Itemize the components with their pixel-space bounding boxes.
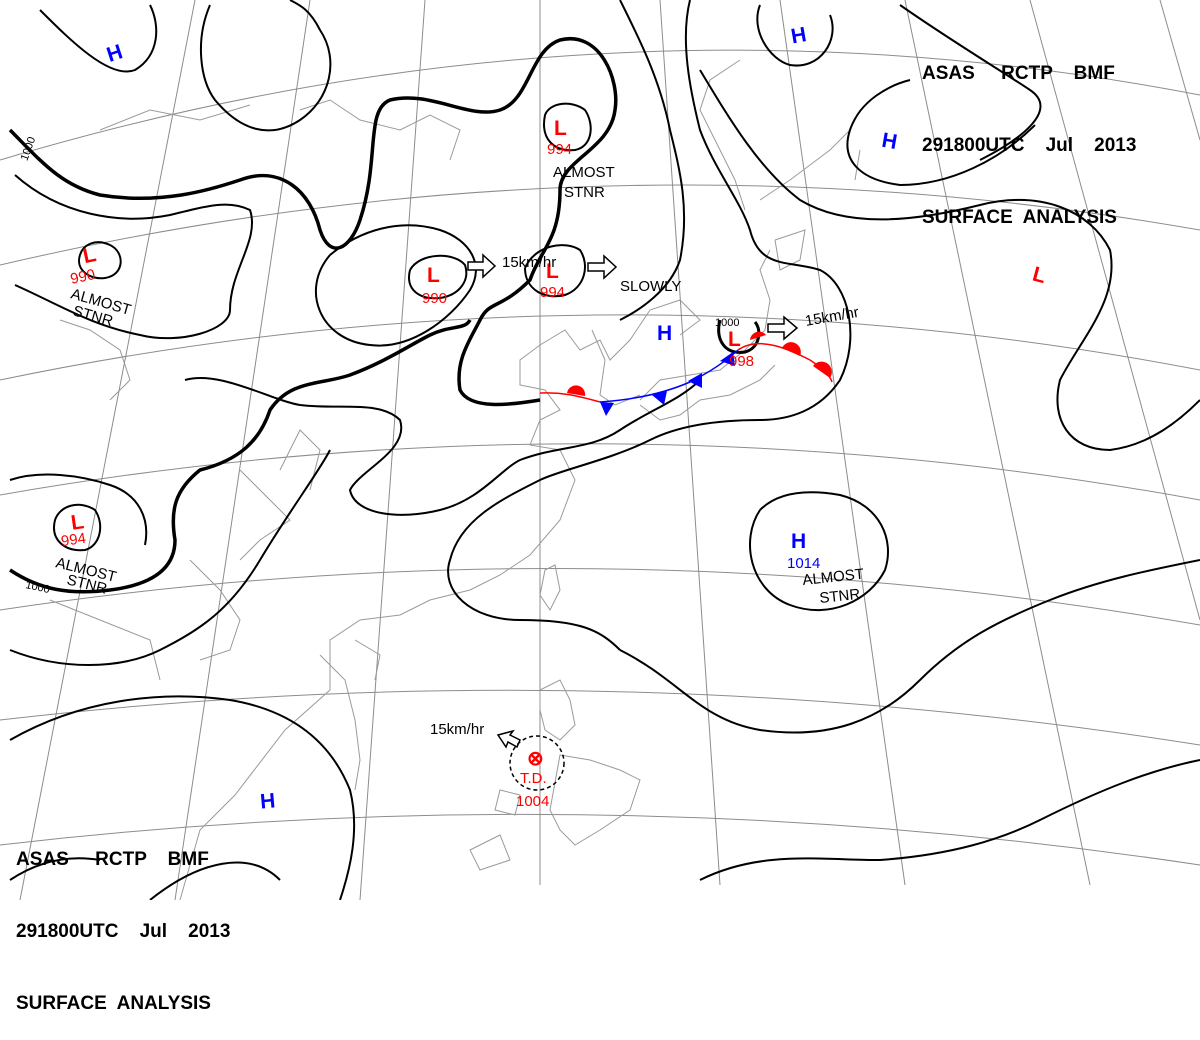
pressure-systems: L 990 L 990 L 994 L 994 L 994 L 998 L H … <box>60 23 1049 814</box>
high-symbol: H <box>880 129 899 154</box>
stnr-label: STNR <box>564 184 605 201</box>
arrow-east-icon <box>467 253 497 279</box>
td-symbol: ⊗ <box>527 748 544 770</box>
isobar-1000-japan <box>717 319 761 354</box>
header-line-2: 291800UTC Jul 2013 <box>16 921 231 942</box>
warm-front-semicircle <box>567 385 586 396</box>
speed-label: 15km/hr <box>430 721 484 738</box>
cold-front-triangle <box>652 391 667 405</box>
map-header-top-right: ASAS RCTP BMF 291800UTC Jul 2013 SURFACE… <box>922 14 1136 254</box>
isobar-1000-south <box>9 318 472 594</box>
weather-map: L 990 L 990 L 994 L 994 L 994 L 998 L H … <box>0 0 1200 900</box>
annotations: ALMOST STNR ALMOST STNR ALMOST STNR ALMO… <box>19 135 865 738</box>
warm-front-semicircle <box>782 342 801 356</box>
warm-front-west <box>539 392 601 403</box>
warm-front-semicircle <box>750 331 766 340</box>
map-header-bottom-left: ASAS RCTP BMF 291800UTC Jul 2013 SURFACE… <box>16 800 230 1040</box>
arrow-east-icon <box>767 315 799 341</box>
header-line-3: SURFACE ANALYSIS <box>922 207 1117 228</box>
arrow-northwest-icon <box>496 729 521 749</box>
cold-front-triangle <box>720 352 735 366</box>
low-symbol: L <box>554 117 567 140</box>
header-line-1: ASAS RCTP BMF <box>922 63 1115 84</box>
pressure-value: 1014 <box>787 555 820 572</box>
high-symbol: H <box>789 23 808 48</box>
isobar-label: 1000 <box>24 579 50 596</box>
low-symbol: L <box>1030 263 1049 289</box>
td-label: T.D. <box>520 770 547 787</box>
low-symbol: L <box>728 328 741 351</box>
low-symbol: L <box>70 510 86 535</box>
pressure-value: 998 <box>729 353 754 370</box>
pressure-value: 994 <box>547 141 572 158</box>
almost-label: ALMOST <box>553 164 615 181</box>
movement-arrows <box>467 253 799 749</box>
high-symbol: H <box>791 530 806 553</box>
td-circle <box>509 735 565 791</box>
isobars <box>8 0 1200 900</box>
high-symbol: H <box>104 40 126 67</box>
low-symbol: L <box>81 243 98 268</box>
low-symbol: L <box>427 264 440 287</box>
cold-front-triangle <box>600 402 614 416</box>
header-line-3: SURFACE ANALYSIS <box>16 993 211 1014</box>
td-pressure: 1004 <box>516 793 549 810</box>
header-line-1: ASAS RCTP BMF <box>16 849 209 870</box>
high-symbol: H <box>259 789 276 813</box>
warm-front-semicircle <box>813 361 832 378</box>
speed-label: 15km/hr <box>502 254 556 271</box>
cold-front-triangle <box>688 373 702 388</box>
pressure-value: 994 <box>60 530 87 550</box>
low-symbol: L <box>546 260 559 283</box>
slowly-label: SLOWLY <box>620 278 681 295</box>
isobar-label: 1000 <box>715 317 739 329</box>
high-symbol: H <box>657 322 672 345</box>
pressure-value: 990 <box>422 290 447 307</box>
header-line-2: 291800UTC Jul 2013 <box>922 135 1137 156</box>
arrow-east-icon <box>587 254 618 280</box>
almost-label: ALMOST <box>802 566 865 589</box>
pressure-value: 994 <box>540 284 565 301</box>
pressure-value: 990 <box>69 266 97 288</box>
coastlines <box>49 59 861 900</box>
isobar-1000-north <box>8 36 618 407</box>
fronts <box>539 331 833 416</box>
stnr-label: STNR <box>819 586 862 607</box>
